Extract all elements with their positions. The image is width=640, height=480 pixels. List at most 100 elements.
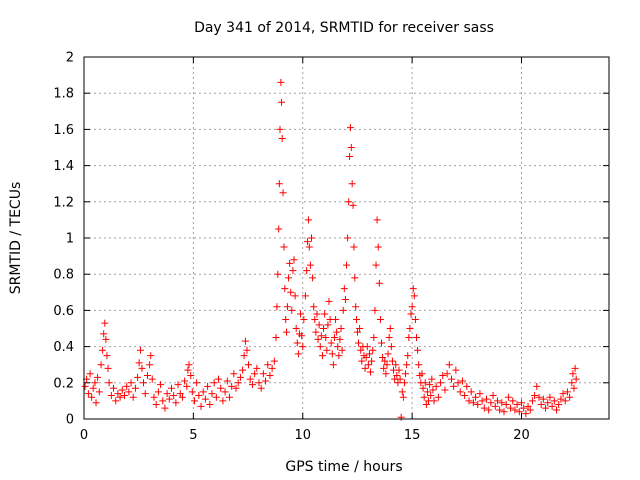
data-point [485, 406, 493, 414]
data-point [86, 370, 94, 378]
data-point [184, 366, 192, 374]
data-point [240, 352, 248, 360]
data-point [281, 285, 289, 293]
data-point [221, 388, 229, 396]
data-point [343, 261, 350, 269]
data-point [147, 352, 155, 360]
data-point [95, 388, 103, 396]
data-point [293, 339, 301, 347]
data-point [539, 395, 547, 403]
data-point [406, 325, 414, 332]
data-point [301, 292, 309, 300]
data-point [290, 256, 298, 264]
plot-border [83, 56, 610, 420]
data-point [487, 399, 495, 407]
data-point [515, 408, 523, 416]
data-point [283, 303, 291, 311]
y-tick-label: 1.2 [53, 195, 74, 210]
data-point [569, 370, 577, 378]
y-tick-label: 1.4 [53, 159, 74, 174]
data-point [127, 379, 135, 387]
data-point [415, 361, 423, 369]
data-point [422, 401, 430, 409]
data-point [392, 361, 400, 369]
data-point [439, 372, 447, 380]
data-point [99, 346, 107, 354]
data-point [165, 395, 173, 403]
data-point [193, 379, 201, 387]
data-point [441, 386, 449, 394]
data-point [427, 391, 435, 399]
data-point [280, 243, 288, 251]
data-point [338, 346, 346, 354]
data-point [454, 379, 462, 387]
data-point [308, 234, 315, 242]
data-point [270, 357, 278, 365]
y-tick-label: 1.8 [53, 87, 74, 102]
data-point [199, 388, 207, 396]
data-point [243, 346, 251, 354]
data-point [465, 397, 473, 405]
data-point [568, 379, 576, 387]
data-point [195, 391, 203, 399]
data-point [533, 382, 541, 390]
y-tick-label: 0.4 [53, 340, 74, 355]
data-point [434, 393, 442, 401]
data-point [491, 402, 499, 410]
data-point [385, 334, 393, 342]
data-point [262, 377, 270, 385]
data-point [388, 357, 396, 365]
data-point [105, 379, 113, 387]
data-point [181, 377, 189, 385]
data-point [374, 243, 382, 251]
data-point [310, 303, 318, 311]
data-point [208, 390, 216, 398]
data-point [300, 315, 308, 323]
data-point [348, 180, 356, 188]
data-point [292, 325, 300, 332]
data-point [125, 388, 133, 396]
data-point [405, 334, 413, 342]
data-point [456, 388, 464, 396]
data-point [185, 361, 193, 369]
data-point [274, 270, 282, 278]
data-point [94, 373, 102, 381]
data-point [278, 98, 286, 106]
y-tick-label: 1.6 [53, 123, 74, 138]
data-point [448, 375, 455, 383]
data-point [275, 180, 283, 188]
data-point [363, 343, 371, 351]
data-point [110, 384, 118, 392]
data-point [352, 303, 360, 311]
data-point [399, 393, 407, 401]
data-point [335, 352, 343, 360]
data-point [187, 372, 195, 380]
data-point [146, 361, 154, 369]
data-point [461, 391, 469, 399]
data-point [559, 390, 567, 398]
gridlines [84, 57, 609, 419]
data-point [467, 388, 475, 396]
data-point [423, 388, 431, 396]
data-point [429, 386, 437, 394]
data-point [321, 310, 329, 318]
data-point [322, 334, 330, 342]
data-point [411, 315, 419, 323]
data-point [278, 134, 286, 142]
data-point [397, 413, 405, 421]
data-point [299, 343, 307, 351]
data-point [330, 334, 338, 342]
data-point [304, 216, 312, 224]
data-point [370, 334, 378, 342]
data-point [498, 399, 506, 407]
data-point [396, 375, 404, 383]
data-point [382, 370, 390, 378]
data-point [414, 346, 422, 354]
data-point [518, 399, 525, 407]
data-point [572, 375, 580, 383]
data-point [351, 274, 359, 282]
data-point [291, 292, 299, 300]
data-point [312, 328, 320, 336]
data-point [210, 379, 218, 387]
